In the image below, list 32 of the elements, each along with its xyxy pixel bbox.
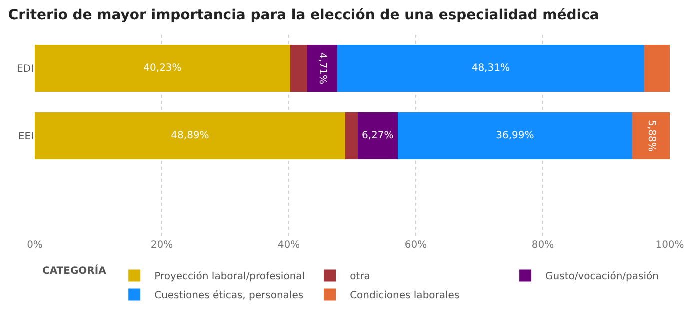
y-tick-label: EEI (18, 132, 34, 142)
bar (338, 45, 644, 92)
legend-label: otra (350, 272, 370, 283)
data-label: 4,71% (317, 52, 328, 85)
x-tick-label: 0% (27, 240, 43, 251)
bar (632, 112, 670, 160)
data-label: 6,27% (362, 130, 394, 142)
data-label: 5,88% (646, 120, 657, 152)
x-tick-label: 20% (150, 240, 174, 251)
bar (35, 45, 290, 92)
data-label: 48,31% (472, 63, 510, 74)
y-tick-label: EDI (17, 64, 34, 76)
bar (644, 45, 670, 92)
legend-label: Gusto/vocación/pasión (546, 272, 659, 283)
data-label: 36,99% (496, 130, 534, 142)
legend-title: CATEGORÍA (42, 264, 107, 278)
x-tick-label: 60% (404, 240, 428, 251)
bar (345, 112, 358, 160)
data-label: 48,89% (171, 130, 210, 142)
legend-label: Condiciones laborales (350, 290, 460, 302)
bar (358, 112, 398, 160)
bar (398, 112, 633, 160)
chart-title: Criterio de mayor importancia para la elección de una especialidad médica (8, 7, 600, 24)
legend-label: Cuestiones éticas, personales (154, 290, 304, 302)
x-tick-label: 80% (532, 240, 554, 251)
x-tick-label: 100% (656, 240, 684, 251)
x-tick-label: 40% (278, 240, 300, 251)
bar (35, 112, 346, 160)
bar (290, 45, 308, 92)
legend-label: Proyección laboral/profesional (154, 272, 306, 283)
bar (308, 45, 338, 92)
data-label: 40,23% (144, 63, 182, 74)
